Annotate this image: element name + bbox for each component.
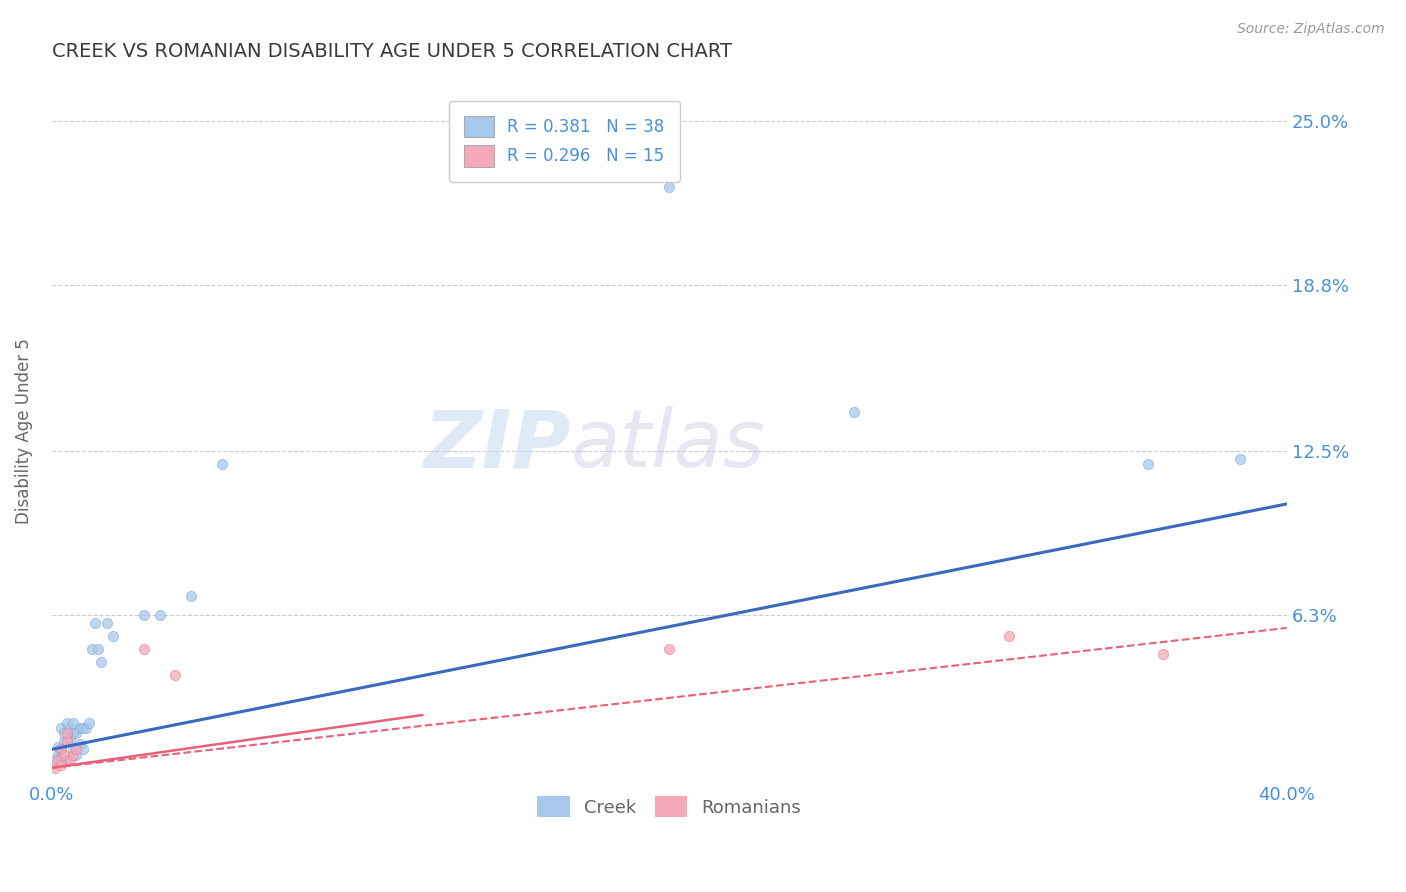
- Point: [1152, 648, 1174, 662]
- Point: [658, 642, 681, 657]
- Point: [69, 737, 91, 751]
- Point: [56, 734, 79, 748]
- Point: [49, 742, 72, 756]
- Point: [44, 761, 66, 775]
- Point: [69, 721, 91, 735]
- Point: [56, 753, 79, 767]
- Point: [211, 458, 233, 472]
- Point: [65, 742, 87, 756]
- Point: [658, 180, 681, 194]
- Point: [62, 715, 84, 730]
- Point: [72, 742, 94, 756]
- Point: [87, 642, 110, 657]
- Text: Source: ZipAtlas.com: Source: ZipAtlas.com: [1237, 22, 1385, 37]
- Legend: Creek, Romanians: Creek, Romanians: [530, 789, 808, 824]
- Point: [90, 655, 112, 669]
- Point: [53, 734, 76, 748]
- Point: [96, 615, 118, 630]
- Point: [46, 753, 69, 767]
- Point: [46, 739, 69, 754]
- Point: [53, 726, 76, 740]
- Point: [59, 753, 82, 767]
- Point: [65, 747, 87, 762]
- Point: [65, 726, 87, 740]
- Point: [134, 607, 156, 622]
- Text: CREEK VS ROMANIAN DISABILITY AGE UNDER 5 CORRELATION CHART: CREEK VS ROMANIAN DISABILITY AGE UNDER 5…: [52, 42, 731, 61]
- Point: [49, 721, 72, 735]
- Point: [59, 731, 82, 746]
- Point: [844, 404, 866, 418]
- Point: [46, 747, 69, 762]
- Point: [1136, 458, 1159, 472]
- Point: [75, 721, 97, 735]
- Point: [80, 642, 103, 657]
- Point: [998, 629, 1021, 643]
- Point: [165, 668, 187, 682]
- Point: [44, 753, 66, 767]
- Point: [49, 742, 72, 756]
- Text: atlas: atlas: [571, 407, 765, 484]
- Point: [103, 629, 125, 643]
- Point: [49, 750, 72, 764]
- Point: [134, 642, 156, 657]
- Point: [180, 589, 202, 603]
- Point: [56, 715, 79, 730]
- Point: [77, 715, 100, 730]
- Point: [62, 726, 84, 740]
- Point: [72, 721, 94, 735]
- Text: ZIP: ZIP: [423, 407, 571, 484]
- Point: [149, 607, 172, 622]
- Point: [56, 726, 79, 740]
- Point: [59, 721, 82, 735]
- Y-axis label: Disability Age Under 5: Disability Age Under 5: [15, 338, 32, 524]
- Point: [62, 747, 84, 762]
- Point: [49, 758, 72, 772]
- Point: [56, 734, 79, 748]
- Point: [62, 742, 84, 756]
- Point: [84, 615, 107, 630]
- Point: [1229, 452, 1251, 467]
- Point: [53, 747, 76, 762]
